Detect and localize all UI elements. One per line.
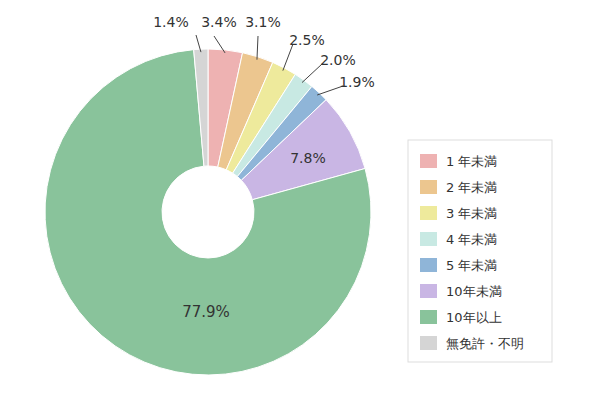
legend-swatch <box>420 154 437 168</box>
leader-line <box>257 36 258 60</box>
leader-line <box>214 36 225 53</box>
legend-swatch <box>420 310 437 324</box>
data-label: 2.0% <box>320 52 356 68</box>
legend-swatch <box>420 232 437 246</box>
legend-label: 2 年未満 <box>446 180 497 195</box>
legend: 1 年未満 2 年未満 3 年未満 4 年未満 5 年未満 10年未満 10年以上無免許・不… <box>408 140 552 362</box>
chart-root: 3.4% 3.1% 2.5% 2.0% 1.9% 7.8% 77.9% 1.4% 1 年未満 2 … <box>0 0 600 400</box>
legend-swatch <box>420 206 437 220</box>
data-label: 3.1% <box>245 14 281 30</box>
data-label: 1.4% <box>153 14 189 30</box>
legend-box <box>408 140 552 362</box>
legend-label: 10年以上 <box>446 310 502 325</box>
legend-swatch <box>420 336 437 350</box>
slice <box>194 49 208 166</box>
legend-swatch <box>420 180 437 194</box>
legend-label: 5 年未満 <box>446 258 497 273</box>
data-label: 3.4% <box>201 14 237 30</box>
leader-line <box>302 64 322 83</box>
data-label: 77.9% <box>182 303 230 321</box>
slice <box>45 50 371 375</box>
legend-label: 10年未満 <box>446 284 502 299</box>
slices <box>45 49 371 375</box>
data-label: 7.8% <box>290 150 326 166</box>
legend-label: 4 年未満 <box>446 232 497 247</box>
data-label: 2.5% <box>289 32 325 48</box>
legend-label: 無免許・不明 <box>446 336 524 351</box>
legend-swatch <box>420 284 437 298</box>
leader-line <box>196 35 201 52</box>
legend-label: 3 年未満 <box>446 206 497 221</box>
data-labels: 3.4% 3.1% 2.5% 2.0% 1.9% 7.8% 77.9% 1.4% <box>153 14 375 321</box>
data-label: 1.9% <box>339 74 375 90</box>
legend-swatch <box>420 258 437 272</box>
chart-svg: 3.4% 3.1% 2.5% 2.0% 1.9% 7.8% 77.9% 1.4% 1 年未満 2 … <box>0 0 600 400</box>
legend-label: 1 年未満 <box>446 154 497 169</box>
